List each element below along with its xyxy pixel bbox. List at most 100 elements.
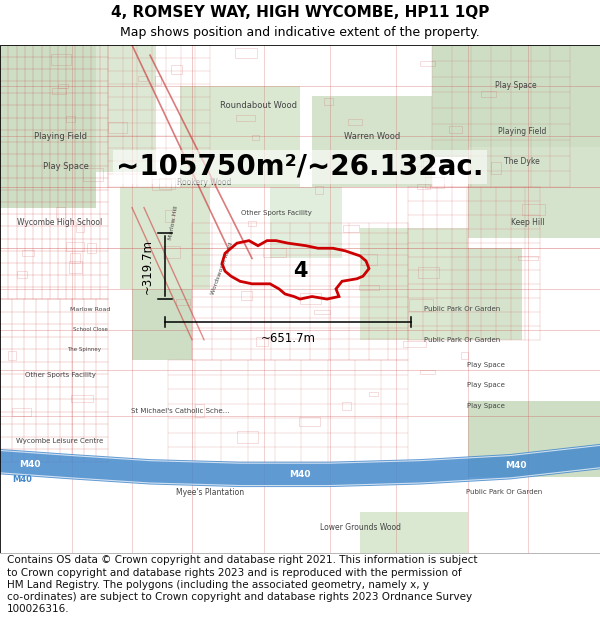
Text: Play Space: Play Space	[467, 362, 505, 368]
Text: Wycombe High School: Wycombe High School	[17, 218, 103, 227]
Bar	[263, 248, 286, 257]
Bar	[87, 243, 96, 253]
Bar	[248, 221, 256, 226]
Bar	[8, 351, 16, 361]
Bar	[66, 242, 84, 251]
Bar	[347, 119, 362, 126]
Bar	[120, 188, 210, 289]
Bar	[165, 211, 175, 222]
Bar	[359, 285, 379, 291]
Text: Play Space: Play Space	[495, 81, 537, 90]
Bar	[522, 204, 545, 215]
Text: Play Space: Play Space	[43, 162, 89, 171]
Bar	[17, 271, 26, 278]
Text: M40: M40	[12, 475, 32, 484]
Text: M40: M40	[505, 461, 527, 470]
Text: Other Sports Facility: Other Sports Facility	[25, 372, 95, 378]
Bar	[69, 261, 82, 273]
Text: 4, ROMSEY WAY, HIGH WYCOMBE, HP11 1QP: 4, ROMSEY WAY, HIGH WYCOMBE, HP11 1QP	[111, 4, 489, 19]
Bar	[450, 248, 522, 340]
Bar	[481, 91, 496, 98]
Bar	[360, 228, 468, 340]
Bar	[343, 226, 359, 232]
Bar	[432, 45, 600, 157]
Text: M40: M40	[19, 460, 41, 469]
Bar	[155, 76, 161, 85]
Text: Contains OS data © Crown copyright and database right 2021. This information is : Contains OS data © Crown copyright and d…	[7, 555, 478, 565]
Text: Public Park Or Garden: Public Park Or Garden	[424, 337, 500, 342]
Text: The Dyke: The Dyke	[504, 158, 540, 166]
Bar	[410, 157, 424, 166]
Bar	[180, 86, 300, 188]
Text: Playing Field: Playing Field	[34, 132, 86, 141]
Text: to Crown copyright and database rights 2023 and is reproduced with the permissio: to Crown copyright and database rights 2…	[7, 568, 462, 578]
Bar	[158, 178, 175, 189]
Bar	[420, 61, 435, 66]
Bar	[417, 184, 430, 189]
Bar	[51, 54, 71, 65]
Text: M40: M40	[289, 470, 311, 479]
Text: Play Space: Play Space	[467, 402, 505, 409]
Bar	[163, 246, 181, 258]
Text: Play Space: Play Space	[467, 382, 505, 389]
Text: Wycombe Leisure Centre: Wycombe Leisure Centre	[16, 438, 104, 444]
Text: Public Park Or Garden: Public Park Or Garden	[466, 489, 542, 495]
Bar	[449, 126, 463, 132]
Bar	[22, 251, 34, 256]
Bar	[236, 115, 254, 121]
Text: ~651.7m: ~651.7m	[260, 332, 316, 345]
Text: ~319.7m: ~319.7m	[141, 239, 154, 294]
Bar	[66, 116, 75, 122]
Bar	[12, 408, 31, 416]
Text: The Spinney: The Spinney	[67, 348, 101, 352]
Bar	[138, 76, 147, 81]
Text: Other Sports Facility: Other Sports Facility	[241, 209, 311, 216]
Text: School Close: School Close	[73, 327, 107, 332]
Text: 4: 4	[293, 261, 307, 281]
Bar	[518, 256, 538, 261]
Text: Wordsworth Road: Wordsworth Road	[210, 242, 234, 296]
Text: Roundabout Wood: Roundabout Wood	[220, 101, 296, 111]
Bar	[360, 512, 468, 553]
Bar	[152, 179, 171, 190]
Bar	[368, 392, 378, 396]
Bar	[96, 45, 156, 172]
Bar	[132, 289, 192, 360]
Text: 100026316.: 100026316.	[7, 604, 70, 614]
Bar	[256, 337, 268, 346]
Bar	[237, 431, 258, 443]
Bar	[323, 98, 333, 105]
Text: Lower Grounds Wood: Lower Grounds Wood	[320, 523, 401, 532]
Bar	[241, 291, 253, 301]
Bar	[83, 168, 103, 181]
Bar	[421, 161, 434, 168]
Bar	[343, 402, 351, 409]
Bar	[468, 147, 600, 238]
Bar	[235, 48, 257, 58]
Bar	[196, 404, 203, 417]
Bar	[468, 401, 600, 477]
Bar	[299, 417, 320, 426]
Text: Warren Wood: Warren Wood	[344, 132, 400, 141]
Bar	[76, 222, 83, 232]
Text: St Michael's Catholic Sche…: St Michael's Catholic Sche…	[131, 408, 229, 414]
Text: Map shows position and indicative extent of the property.: Map shows position and indicative extent…	[120, 26, 480, 39]
Bar	[270, 188, 342, 258]
Bar	[418, 268, 439, 278]
Bar	[425, 177, 443, 188]
Text: Public Park Or Garden: Public Park Or Garden	[424, 306, 500, 312]
Bar	[52, 88, 66, 94]
Bar	[421, 370, 435, 374]
Bar	[70, 253, 80, 263]
Text: Keep Hill: Keep Hill	[511, 218, 545, 227]
Text: Rookery Wood: Rookery Wood	[177, 177, 231, 187]
Bar	[361, 254, 377, 265]
Bar	[403, 341, 426, 348]
Bar	[58, 84, 68, 89]
Bar	[253, 136, 259, 141]
Bar	[0, 45, 96, 208]
Bar	[409, 299, 433, 311]
Text: ~105750m²/~26.132ac.: ~105750m²/~26.132ac.	[116, 153, 484, 181]
Bar	[56, 206, 65, 219]
Bar	[299, 294, 320, 304]
